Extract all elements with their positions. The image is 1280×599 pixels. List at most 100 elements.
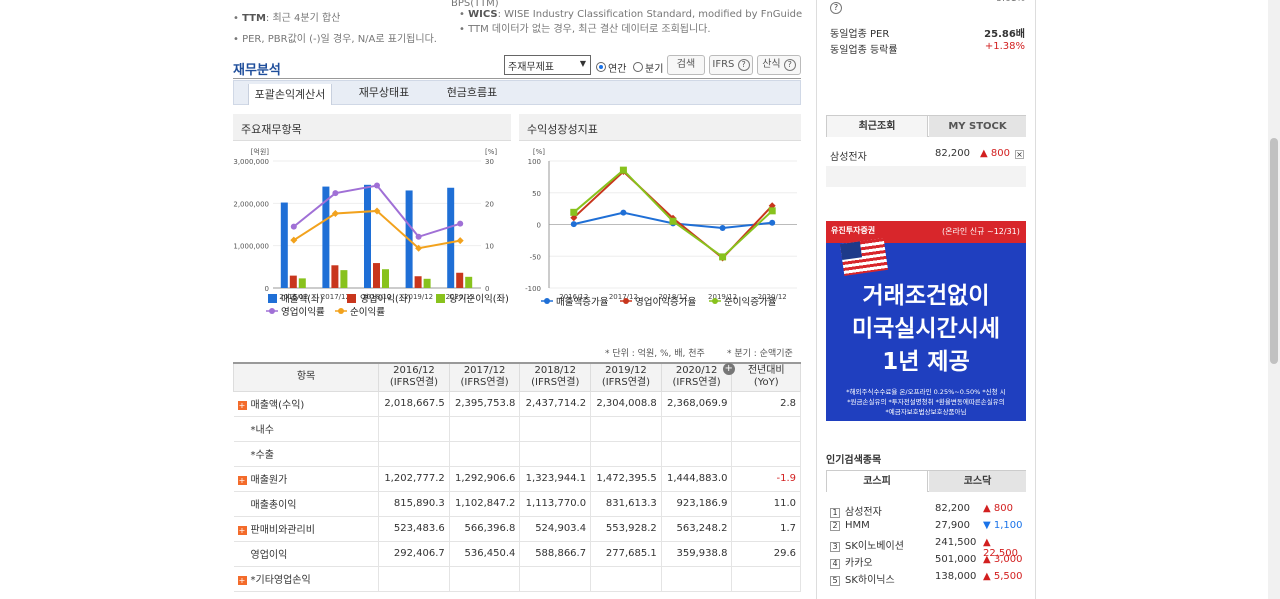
radio-annual[interactable]: 연간 <box>596 57 626 77</box>
legend-swatch <box>544 298 550 304</box>
rank-badge: 5 <box>830 576 840 586</box>
chevron-down-icon: ▼ <box>579 59 586 68</box>
y-tick-label: 0 <box>537 222 541 230</box>
recent-item[interactable]: 삼성전자 82,200 ▲ 800 × <box>830 148 1024 163</box>
value-cell <box>519 415 592 442</box>
row-label[interactable]: + 판매비와관리비 <box>233 515 380 542</box>
expand-icon[interactable]: + <box>237 525 247 535</box>
help-icon[interactable]: ? <box>830 2 842 14</box>
help-icon-row: ? <box>830 2 1025 14</box>
value-cell <box>448 440 521 467</box>
bar-2 <box>465 276 473 288</box>
popular-item[interactable]: 4 카카오 501,000 ▲ 3,000 <box>830 554 1025 569</box>
yoy-cell <box>731 415 801 442</box>
value-cell: 523,483.6 <box>378 515 450 542</box>
header-period: 2020/12 (IFRS연결) + <box>660 362 735 392</box>
row-label[interactable]: + *기타영업손익 <box>233 565 380 592</box>
radio-quarter[interactable]: 분기 <box>633 57 663 77</box>
rank-badge: 2 <box>830 521 840 531</box>
left-tick-label: 3,000,000 <box>233 158 269 166</box>
search-button[interactable]: 검색 <box>667 55 705 75</box>
bps-note: BPS(TTM) <box>451 0 499 9</box>
left-tick-label: 0 <box>265 285 269 293</box>
row-label: *수출 <box>233 440 380 467</box>
y-tick-label: -100 <box>525 285 541 293</box>
expand-icon[interactable]: + <box>237 575 247 585</box>
point <box>331 209 339 217</box>
header-period: 2019/12 (IFRS연결) <box>590 362 662 392</box>
popular-item[interactable]: 1 삼성전자 82,200 ▲ 800 <box>830 503 1025 518</box>
point <box>290 236 298 244</box>
value-cell <box>378 440 450 467</box>
legend-swatch <box>712 298 718 304</box>
period-note: * 분기 : 순액기준 <box>727 349 793 359</box>
value-cell: 2,395,753.8 <box>448 390 521 417</box>
bar-2 <box>423 278 431 288</box>
table-row: *수출 <box>233 440 801 467</box>
point <box>415 233 422 240</box>
bar-0 <box>322 186 330 288</box>
point <box>769 219 776 226</box>
legend-swatch <box>623 298 629 304</box>
point <box>570 221 577 228</box>
table-row: + 매출액(수익) 2,018,667.5 2,395,753.8 2,437,714.… <box>233 390 801 417</box>
legend-label: 매출액증가율 <box>556 296 609 308</box>
formula-button[interactable]: 산식 ? <box>757 55 801 75</box>
ifrs-button[interactable]: IFRS ? <box>709 55 753 75</box>
tab-income-statement[interactable]: 포괄손익계산서 <box>248 84 332 105</box>
value-cell <box>590 415 662 442</box>
partial-value: 5.61% <box>830 0 1025 4</box>
legend-label: 당기순이익(좌) <box>449 293 509 305</box>
value-cell: 831,613.3 <box>590 490 662 517</box>
tab-kosdaq[interactable]: 코스닥 <box>929 471 1026 492</box>
statement-select[interactable]: 주재무제표 ▼ <box>504 55 591 75</box>
expand-icon[interactable]: + <box>722 363 735 376</box>
expand-icon[interactable]: + <box>237 475 247 485</box>
popular-item[interactable]: 3 SK이노베이션 241,500 ▲ 22,500 <box>830 537 1025 559</box>
ttm-note: • TTM: 최근 4분기 합산 <box>233 13 341 24</box>
radio-on-icon <box>596 62 606 72</box>
tab-balance-sheet[interactable]: 재무상태표 <box>358 86 410 99</box>
yoy-cell <box>731 440 801 467</box>
help-icon: ? <box>783 59 796 71</box>
bar-1 <box>456 272 464 288</box>
scrollbar[interactable] <box>1268 0 1280 599</box>
x-tick-label: 2016/12 <box>279 293 308 301</box>
ad-line3: 1년 제공 <box>882 349 970 375</box>
stock-change: ▼ 1,100 <box>983 520 1023 531</box>
x-tick-label: 2019/12 <box>708 293 737 301</box>
point <box>619 166 627 174</box>
tab-kospi[interactable]: 코스피 <box>827 471 928 492</box>
value-cell: 1,323,944.1 <box>519 465 592 492</box>
ad-fine3: *예금자보호법상보호상품아님 <box>885 408 967 416</box>
row-label[interactable]: + 매출원가 <box>233 465 380 492</box>
ad-banner[interactable]: 유진투자증권 (온라인 신규 ~12/31) 거래조건없이 미국실시간시세 1년… <box>826 221 1026 421</box>
value-cell: 2,018,667.5 <box>378 390 450 417</box>
yoy-cell: 2.8 <box>731 390 801 417</box>
table-row: 매출총이익 815,890.3 1,102,847.2 1,113,770.0 831,… <box>233 490 801 517</box>
legend-label: 순이익증가율 <box>724 296 777 308</box>
table-row: + *기타영업손익 <box>233 565 801 592</box>
ttm-data-note: • TTM 데이터가 없는 경우, 최근 결산 데이터로 조회됩니다. <box>459 24 711 35</box>
value-cell <box>590 565 662 592</box>
value-cell: 1,102,847.2 <box>448 490 521 517</box>
close-icon[interactable]: × <box>1015 150 1024 159</box>
y-axis-label: [%] <box>533 148 545 156</box>
value-cell: 563,248.2 <box>660 515 733 542</box>
tab-mystock[interactable]: MY STOCK <box>929 116 1026 137</box>
yoy-cell: 1.7 <box>731 515 801 542</box>
popular-item[interactable]: 5 SK하이닉스 138,000 ▲ 5,500 <box>830 571 1025 586</box>
expand-icon[interactable]: + <box>237 400 247 410</box>
key-financials-chart: [억원] [%]3,000,0002,000,0001,000,000030201… <box>233 147 509 318</box>
popular-tabs: 코스피 코스닥 <box>826 470 1026 492</box>
tab-recent[interactable]: 최근조회 <box>827 116 928 137</box>
tab-cash-flow[interactable]: 현금흐름표 <box>446 86 498 99</box>
popular-item[interactable]: 2 HMM 27,900 ▼ 1,100 <box>830 520 1025 531</box>
popular-title: 인기검색종목 <box>826 455 882 466</box>
y-tick-label: 100 <box>528 158 541 166</box>
key-financials-chart-panel: 주요재무항목 [억원] [%] 3,000,000 2,000,000 1,000,00… <box>233 114 511 332</box>
value-cell: 524,903.4 <box>519 515 592 542</box>
row-label[interactable]: + 매출액(수익) <box>233 390 380 417</box>
scrollbar-thumb[interactable] <box>1270 138 1278 364</box>
value-cell: 2,304,008.8 <box>590 390 662 417</box>
